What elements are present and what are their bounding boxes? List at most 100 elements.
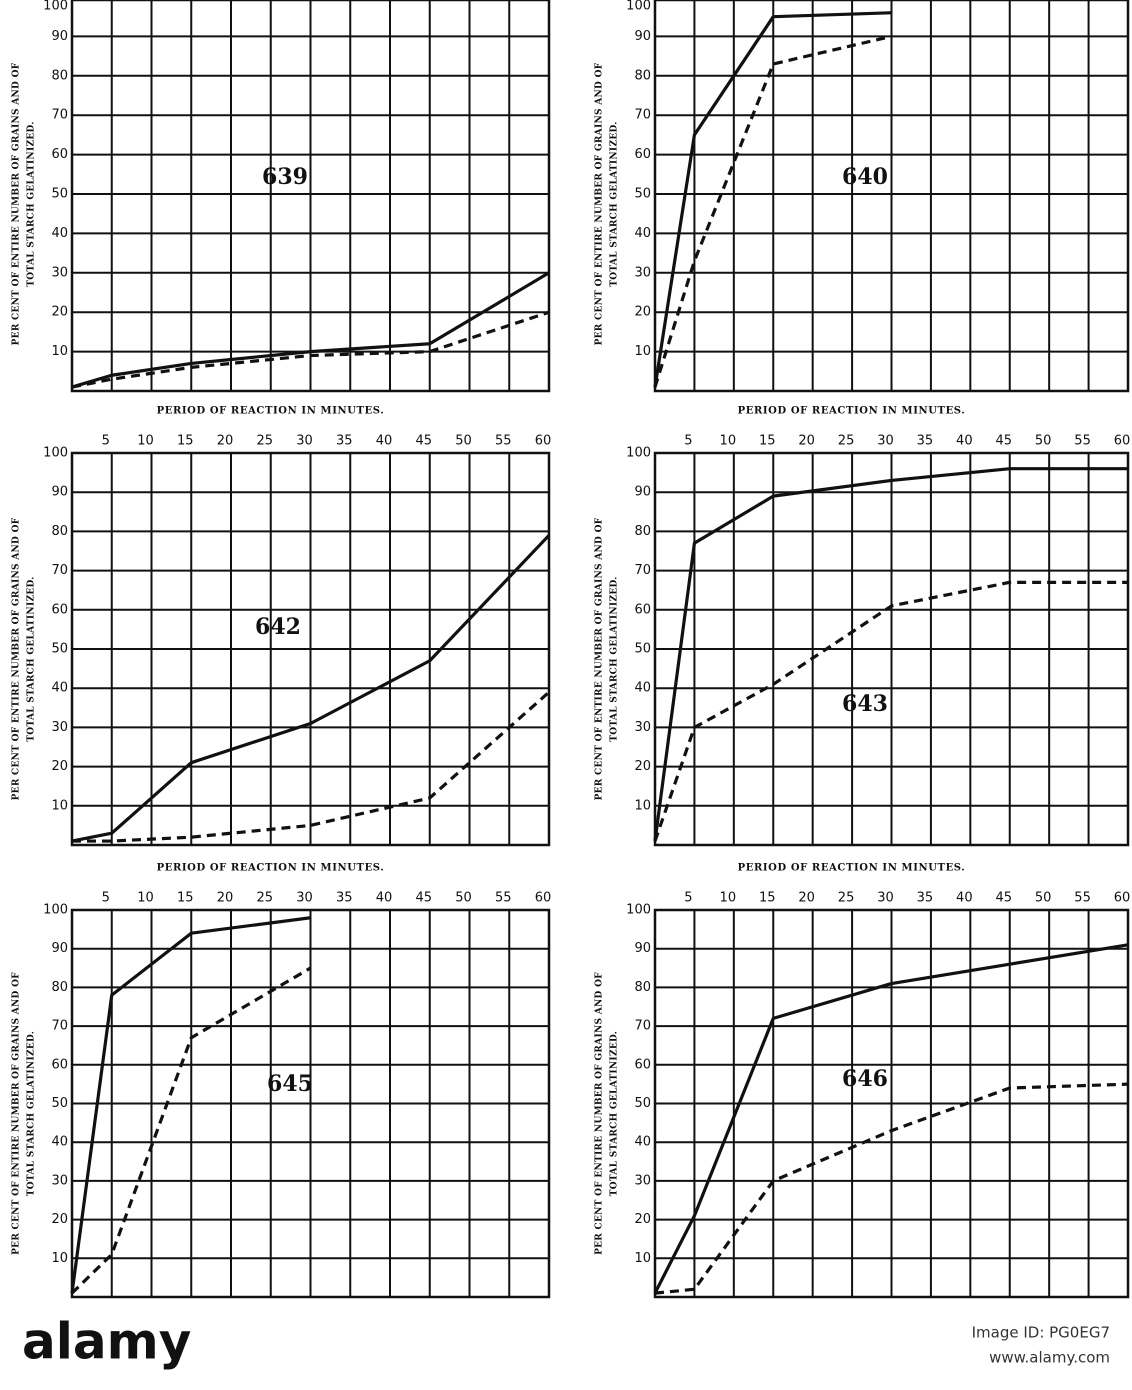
y-tick-label: 60 <box>634 147 651 162</box>
y-axis-label: PER CENT OF ENTIRE NUMBER OF GRAINS AND … <box>595 517 605 800</box>
plot-frame <box>653 0 1130 393</box>
x-tick-label: 25 <box>256 891 273 906</box>
y-tick-label: 50 <box>51 187 68 202</box>
x-tick-label: 10 <box>720 434 737 449</box>
footer-logo: alamy <box>22 1313 191 1371</box>
x-tick-label: 45 <box>415 434 432 449</box>
x-tick-label: 30 <box>877 891 894 906</box>
y-tick-label: 70 <box>634 563 651 578</box>
y-tick-label: 30 <box>51 720 68 735</box>
y-tick-label: 10 <box>51 344 68 359</box>
x-tick-label: 15 <box>759 891 776 906</box>
chart-number: 645 <box>267 1071 313 1097</box>
x-tick-label: 30 <box>296 891 313 906</box>
y-tick-label: 80 <box>634 68 651 83</box>
x-tick-label: 35 <box>917 434 934 449</box>
x-tick-label: 60 <box>1114 891 1131 906</box>
y-tick-label: 50 <box>634 642 651 657</box>
x-axis-label: PERIOD OF REACTION IN MINUTES. <box>738 863 966 874</box>
y-tick-label: 20 <box>634 759 651 774</box>
y-tick-label: 70 <box>634 1019 651 1034</box>
y-axis-label: TOTAL STARCH GELATINIZED. <box>27 121 37 286</box>
y-tick-label: 90 <box>51 941 68 956</box>
dashed-line <box>654 1082 1129 1295</box>
x-tick-label: 10 <box>720 891 737 906</box>
y-tick-label: 60 <box>51 147 68 162</box>
solid-line <box>70 916 311 1294</box>
x-tick-label: 20 <box>217 891 234 906</box>
solid-line <box>653 467 1128 842</box>
y-tick-label: 100 <box>43 903 68 918</box>
y-tick-label: 10 <box>51 798 68 813</box>
x-tick-label: 15 <box>177 891 194 906</box>
y-tick-label: 100 <box>626 903 651 918</box>
y-tick-label: 90 <box>634 29 651 44</box>
chart: 10 20 30 40 50 60 70 80 90 100 5 10 15 20 25 30 35 40 45 50… <box>12 863 552 1299</box>
plot-frame <box>70 908 551 1299</box>
x-tick-label: 50 <box>455 891 472 906</box>
solid-line <box>71 271 550 389</box>
y-tick-label: 20 <box>51 1212 68 1227</box>
x-tick-label: 5 <box>102 434 110 449</box>
y-tick-label: 70 <box>634 108 651 123</box>
y-tick-label: 30 <box>634 720 651 735</box>
y-axis-label: PER CENT OF ENTIRE NUMBER OF GRAINS AND … <box>595 62 605 345</box>
solid-line <box>653 11 892 388</box>
y-tick-label: 60 <box>634 602 651 617</box>
y-tick-label: 100 <box>43 446 68 461</box>
x-tick-label: 5 <box>102 891 110 906</box>
x-tick-label: 50 <box>455 434 472 449</box>
dashed-line <box>71 310 550 389</box>
x-tick-label: 45 <box>995 891 1012 906</box>
y-axis-label: PER CENT OF ENTIRE NUMBER OF GRAINS AND … <box>595 972 605 1255</box>
chart-number: 639 <box>262 164 308 190</box>
x-tick-label: 55 <box>495 891 512 906</box>
y-axis-label: TOTAL STARCH GELATINIZED. <box>610 1031 620 1196</box>
y-axis-label: PER CENT OF ENTIRE NUMBER OF GRAINS AND … <box>12 517 22 800</box>
chart-number: 646 <box>842 1066 888 1092</box>
y-tick-label: 80 <box>51 980 68 995</box>
x-tick-label: 20 <box>798 891 815 906</box>
y-tick-label: 30 <box>51 265 68 280</box>
x-tick-label: 55 <box>495 434 512 449</box>
y-axis-label: PER CENT OF ENTIRE NUMBER OF GRAINS AND … <box>12 62 22 345</box>
y-axis-label: TOTAL STARCH GELATINIZED. <box>610 576 620 741</box>
chart-number: 643 <box>842 691 888 717</box>
y-tick-label: 50 <box>51 642 68 657</box>
x-tick-label: 55 <box>1074 434 1091 449</box>
y-tick-label: 50 <box>634 1096 651 1111</box>
solid-line <box>71 534 551 843</box>
y-tick-label: 40 <box>51 1135 68 1150</box>
chart: 10 20 30 40 50 60 70 80 90 100 PER CENT OF ENTIRE … <box>595 0 1130 393</box>
x-tick-label: 40 <box>376 434 393 449</box>
y-tick-label: 100 <box>43 0 68 14</box>
y-tick-label: 40 <box>634 681 651 696</box>
y-tick-label: 80 <box>51 68 68 83</box>
x-tick-label: 20 <box>798 434 815 449</box>
y-tick-label: 90 <box>634 485 651 500</box>
footer-image-id: Image ID: PG0EG7 <box>972 1324 1110 1342</box>
x-tick-label: 20 <box>217 434 234 449</box>
y-axis-label: TOTAL STARCH GELATINIZED. <box>610 121 620 286</box>
x-tick-label: 40 <box>956 434 973 449</box>
y-tick-label: 80 <box>634 980 651 995</box>
x-tick-label: 25 <box>838 434 855 449</box>
footer-band <box>0 1300 1132 1390</box>
x-tick-label: 50 <box>1035 434 1052 449</box>
x-axis-label: PERIOD OF REACTION IN MINUTES. <box>157 863 385 874</box>
chart: 10 20 30 40 50 60 70 80 90 100 5 10 15 20 25 30 35 40 45 50… <box>595 406 1130 847</box>
chart: 10 20 30 40 50 60 70 80 90 100 5 10 15 20 25 30 35 40 45 50… <box>595 863 1131 1299</box>
y-tick-label: 80 <box>51 524 68 539</box>
y-tick-label: 10 <box>51 1251 68 1266</box>
x-tick-label: 60 <box>535 891 552 906</box>
plot-frame <box>70 451 551 847</box>
y-tick-label: 40 <box>51 226 68 241</box>
y-tick-label: 90 <box>51 485 68 500</box>
y-tick-label: 50 <box>634 187 651 202</box>
y-tick-label: 20 <box>634 305 651 320</box>
y-tick-label: 60 <box>51 1057 68 1072</box>
x-tick-label: 25 <box>838 891 855 906</box>
y-tick-label: 20 <box>51 759 68 774</box>
y-tick-label: 60 <box>634 1057 651 1072</box>
